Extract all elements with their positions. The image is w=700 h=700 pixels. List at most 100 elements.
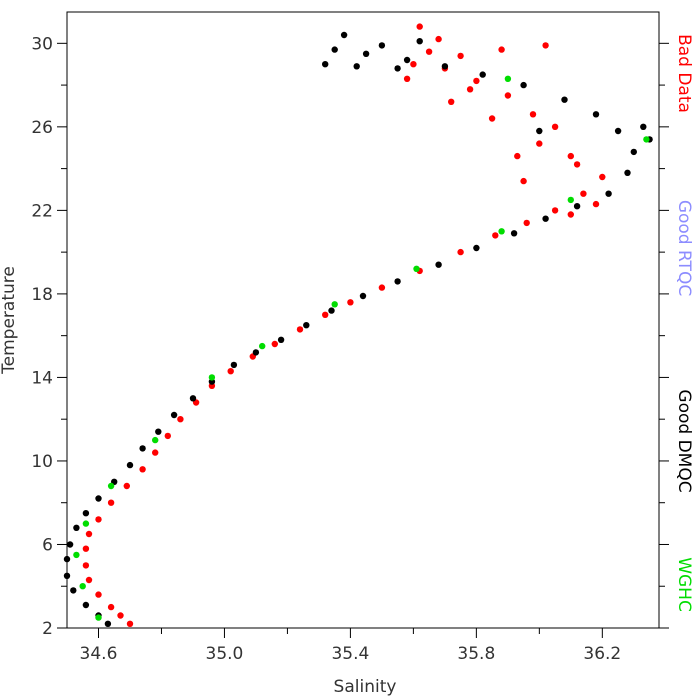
point-good-dmqc-46 [416,38,423,45]
point-good-dmqc-48 [640,123,647,130]
point-bad-data-20 [296,326,304,333]
point-good-dmqc-31 [630,148,637,156]
point-good-dmqc-21 [328,307,335,314]
point-bad-data-41 [448,98,455,106]
plot-frame [66,11,660,629]
point-good-dmqc-20 [303,322,310,329]
point-bad-data-11 [139,466,146,473]
point-wghc-9 [413,265,420,272]
point-good-dmqc-36 [479,71,486,78]
x-tick-label: 35.4 [331,644,369,664]
y-tick-label: 2 [42,619,53,639]
point-bad-data-49 [410,60,417,68]
point-bad-data-39 [435,35,442,43]
point-good-dmqc-0 [104,620,112,627]
point-bad-data-17 [227,368,234,375]
point-good-dmqc-33 [592,111,600,118]
point-bad-data-1 [117,612,124,619]
y-tick-label: 22 [31,201,53,221]
point-good-dmqc-15 [189,395,197,402]
point-bad-data-48 [498,46,505,53]
point-good-dmqc-19 [277,336,285,343]
point-good-dmqc-24 [435,261,442,268]
legend: Bad Data Good RTQC Good DMQC WGHC [674,34,694,612]
point-bad-data-12 [152,449,159,456]
x-tick-label: 35.8 [457,644,495,664]
x-tick-label: 36.2 [583,644,621,664]
point-good-dmqc-42 [353,63,360,70]
point-good-dmqc-34 [561,96,568,103]
point-good-dmqc-39 [362,50,370,57]
point-bad-data-46 [567,211,574,218]
data-points [63,23,653,627]
point-wghc-2 [73,551,80,559]
x-tick-label: 34.6 [80,644,118,664]
point-good-dmqc-28 [573,203,581,210]
point-good-dmqc-30 [624,169,631,176]
point-good-dmqc-43 [394,65,401,72]
point-bad-data-8 [95,516,102,523]
point-wghc-0 [95,614,102,621]
point-bad-data-27 [523,219,530,227]
point-wghc-3 [82,520,90,527]
point-good-dmqc-37 [441,63,449,70]
point-bad-data-51 [514,152,521,160]
point-bad-data-7 [85,530,93,538]
point-bad-data-47 [542,42,549,49]
point-bad-data-14 [177,416,184,423]
point-bad-data-38 [457,52,464,60]
point-bad-data-6 [82,545,90,552]
point-good-dmqc-14 [170,411,178,419]
point-good-dmqc-17 [230,361,238,369]
point-good-dmqc-44 [378,42,386,49]
point-good-dmqc-29 [605,190,612,197]
y-tick-label: 18 [31,285,53,305]
point-bad-data-25 [457,248,464,256]
point-good-dmqc-12 [139,445,146,452]
point-bad-data-22 [347,299,354,306]
point-bad-data-45 [520,177,527,185]
point-bad-data-37 [425,48,433,55]
point-good-dmqc-18 [252,349,260,356]
point-wghc-12 [643,136,650,143]
point-bad-data-5 [82,562,90,569]
point-bad-data-31 [567,152,574,160]
point-good-dmqc-38 [403,56,411,64]
point-bad-data-2 [107,603,115,611]
point-wghc-11 [567,196,574,204]
point-bad-data-34 [504,92,512,99]
point-good-dmqc-41 [322,60,329,68]
point-good-dmqc-23 [394,278,401,285]
point-bad-data-33 [529,111,537,118]
point-good-dmqc-2 [82,601,90,609]
point-good-dmqc-40 [331,46,338,53]
point-good-dmqc-35 [520,81,527,89]
point-bad-data-19 [271,340,278,348]
point-bad-data-26 [492,232,499,239]
point-wghc-6 [208,374,216,381]
point-bad-data-52 [592,200,600,208]
point-bad-data-44 [573,161,581,168]
x-tick-label: 35.0 [206,644,244,664]
legend-entry-bad-data: Bad Data [674,34,694,113]
point-wghc-10 [498,228,505,235]
point-good-dmqc-49 [536,127,543,135]
point-good-dmqc-9 [95,495,102,502]
point-good-dmqc-6 [66,541,74,548]
point-good-dmqc-32 [614,127,622,135]
point-good-dmqc-8 [82,510,90,517]
point-bad-data-32 [551,123,559,130]
point-wghc-4 [107,482,115,490]
point-wghc-1 [79,583,86,590]
point-good-dmqc-7 [73,524,80,531]
point-good-dmqc-26 [510,230,518,237]
y-tick-label: 10 [31,452,53,472]
y-tick-label: 14 [31,368,53,388]
point-bad-data-4 [85,576,93,584]
point-bad-data-53 [466,86,474,93]
point-bad-data-35 [473,77,480,85]
point-bad-data-29 [580,190,587,197]
point-good-dmqc-13 [155,428,162,435]
point-bad-data-50 [403,75,411,83]
